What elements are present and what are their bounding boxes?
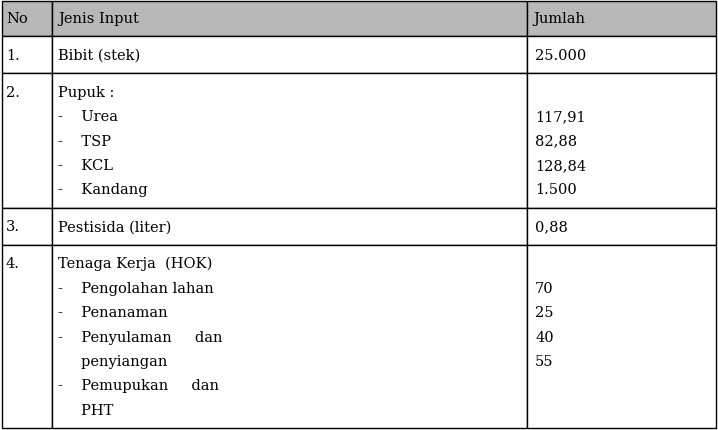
Bar <box>52 208 527 245</box>
Text: 1.500: 1.500 <box>535 184 577 197</box>
Text: 25.000: 25.000 <box>535 49 587 63</box>
Text: Jenis Input: Jenis Input <box>58 12 139 25</box>
Text: -    Penyulaman     dan: - Penyulaman dan <box>58 331 223 344</box>
Bar <box>2 245 52 428</box>
Text: Bibit (stek): Bibit (stek) <box>58 49 140 63</box>
Bar <box>2 36 52 73</box>
Text: 2.: 2. <box>6 86 20 100</box>
Bar <box>52 36 527 73</box>
Text: 55: 55 <box>535 355 554 369</box>
Bar <box>527 36 716 73</box>
Text: 25: 25 <box>535 306 554 320</box>
Text: 117,91: 117,91 <box>535 110 586 124</box>
Text: 70: 70 <box>535 282 554 296</box>
Bar <box>2 208 52 245</box>
Text: -    Urea: - Urea <box>58 110 118 124</box>
Bar <box>527 1 716 36</box>
Text: Tenaga Kerja  (HOK): Tenaga Kerja (HOK) <box>58 257 213 271</box>
Text: Pupuk :: Pupuk : <box>58 86 114 100</box>
Bar <box>52 73 527 208</box>
Text: 1.: 1. <box>6 49 20 63</box>
Text: -    KCL: - KCL <box>58 159 113 173</box>
Text: -    TSP: - TSP <box>58 135 111 148</box>
Text: -    Pemupukan     dan: - Pemupukan dan <box>58 379 219 393</box>
Bar <box>527 208 716 245</box>
Text: Jumlah: Jumlah <box>533 12 585 25</box>
Text: -    Pengolahan lahan: - Pengolahan lahan <box>58 282 214 296</box>
Text: 40: 40 <box>535 331 554 344</box>
Text: -    Kandang: - Kandang <box>58 184 148 197</box>
Text: PHT: PHT <box>58 404 113 418</box>
Text: 128,84: 128,84 <box>535 159 586 173</box>
Text: 3.: 3. <box>6 220 20 234</box>
Text: Pestisida (liter): Pestisida (liter) <box>58 220 172 234</box>
Text: No: No <box>6 12 28 25</box>
Bar <box>2 73 52 208</box>
Bar <box>527 245 716 428</box>
Text: 0,88: 0,88 <box>535 220 568 234</box>
Text: penyiangan: penyiangan <box>58 355 167 369</box>
Text: -    Penanaman: - Penanaman <box>58 306 167 320</box>
Text: 4.: 4. <box>6 257 20 271</box>
Text: 82,88: 82,88 <box>535 135 577 148</box>
Bar <box>52 1 527 36</box>
Bar <box>52 245 527 428</box>
Bar <box>2 1 52 36</box>
Bar <box>527 73 716 208</box>
